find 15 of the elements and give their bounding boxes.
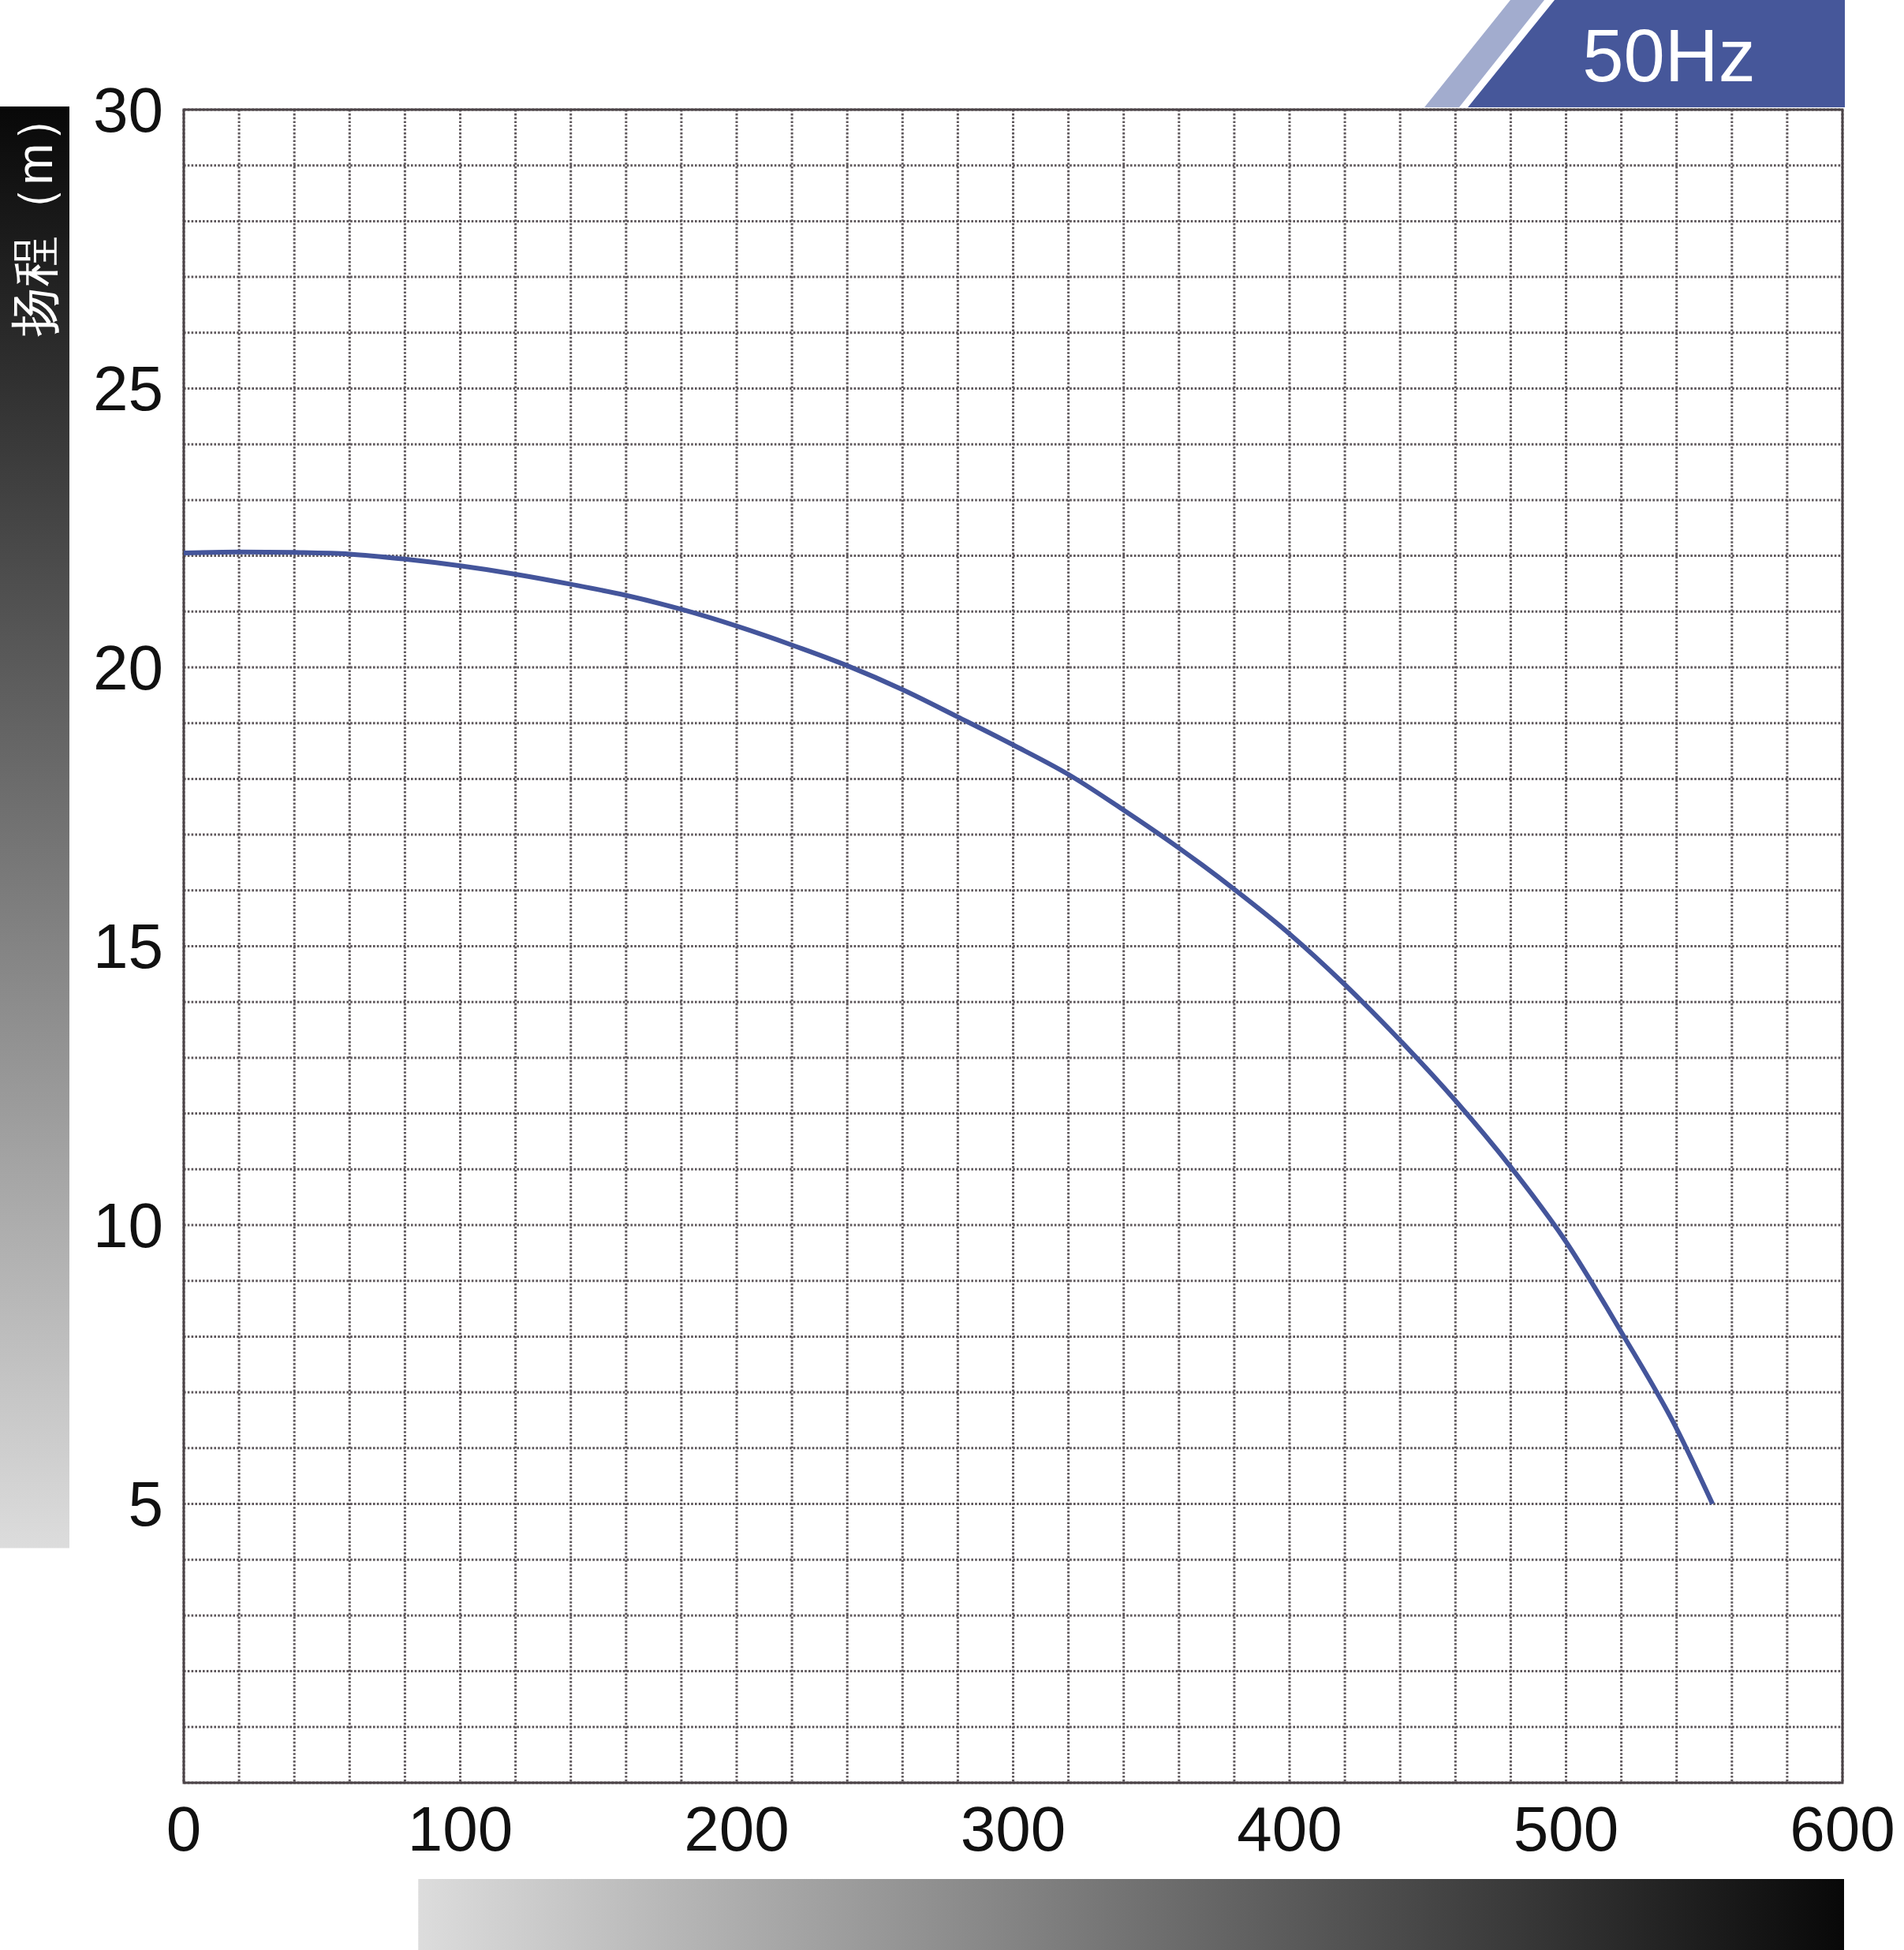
y-tick-label: 30	[93, 74, 163, 145]
x-tick-label: 500	[1513, 1793, 1619, 1864]
y-tick-label: 15	[93, 911, 163, 981]
chart-title: 50Hz	[1582, 13, 1756, 97]
y-tick-label: 5	[128, 1469, 163, 1539]
y-tick-label: 20	[93, 632, 163, 703]
x-tick-label: 600	[1790, 1793, 1895, 1864]
x-tick-label: 200	[684, 1793, 790, 1864]
x-tick-label: 100	[407, 1793, 513, 1864]
y-axis-title: 扬程（m）	[6, 92, 63, 337]
y-tick-label: 25	[93, 353, 163, 424]
x-tick-label: 300	[960, 1793, 1066, 1864]
x-tick-label: 400	[1237, 1793, 1342, 1864]
y-tick-label: 10	[93, 1190, 163, 1261]
x-tick-label: 0	[166, 1793, 202, 1864]
